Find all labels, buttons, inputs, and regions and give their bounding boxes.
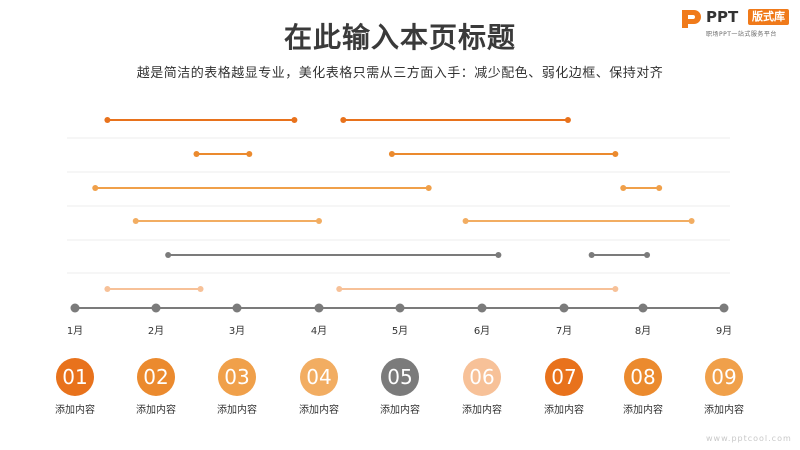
month-label: 7月 — [555, 326, 573, 337]
logo-tagline: 职场PPT一站式服务平台 — [706, 31, 777, 38]
timeline-bar-end-dot — [291, 117, 298, 123]
step-label[interactable]: 添加内容 — [299, 405, 339, 416]
step-number-badge[interactable]: 06 — [463, 358, 501, 396]
timeline-bar-end-dot — [564, 117, 571, 123]
step-number-badge[interactable]: 08 — [624, 358, 662, 396]
timeline-chart — [67, 117, 730, 313]
step-number-badge[interactable]: 09 — [705, 358, 743, 396]
logo-mark-icon — [682, 10, 701, 28]
step-label[interactable]: 添加内容 — [136, 405, 176, 416]
timeline-bar-start-dot — [588, 252, 595, 258]
timeline-bar-end-dot — [425, 185, 432, 191]
month-label: 1月 — [66, 326, 84, 337]
step-number-badge[interactable]: 02 — [137, 358, 175, 396]
step-number-badge[interactable]: 04 — [300, 358, 338, 396]
timeline-bar-start-dot — [193, 151, 200, 157]
timeline-bar-start-dot — [104, 286, 111, 292]
axis-tick-dot — [70, 303, 80, 313]
timeline-bar-end-dot — [316, 218, 322, 224]
timeline-bar-start-dot — [388, 151, 395, 157]
timeline-bar-end-dot — [656, 185, 663, 191]
step-label[interactable]: 添加内容 — [704, 405, 744, 416]
timeline-bar-start-dot — [620, 185, 627, 191]
timeline-bar-start-dot — [336, 286, 343, 292]
step-label[interactable]: 添加内容 — [380, 405, 420, 416]
axis-tick-dot — [477, 303, 487, 313]
month-label: 3月 — [228, 326, 246, 337]
logo-badge: 版式库 — [748, 9, 789, 25]
timeline-bar-end-dot — [612, 151, 619, 157]
timeline-bar-start-dot — [165, 252, 172, 258]
axis-tick-dot — [395, 303, 405, 313]
step-number-badge[interactable]: 05 — [381, 358, 419, 396]
brand-logo[interactable]: PPT 版式库 职场PPT一站式服务平台 — [680, 8, 796, 42]
timeline-bar-start-dot — [92, 185, 99, 191]
timeline-bar-end-dot — [612, 286, 619, 292]
timeline-bar-end-dot — [644, 252, 651, 258]
step-label[interactable]: 添加内容 — [544, 405, 584, 416]
timeline-bar-end-dot — [246, 151, 253, 157]
step-label[interactable]: 添加内容 — [462, 405, 502, 416]
month-label: 9月 — [715, 326, 733, 337]
timeline-bar-end-dot — [495, 252, 502, 258]
axis-tick-dot — [638, 303, 648, 313]
timeline-bar-start-dot — [104, 117, 111, 123]
timeline-bar-end-dot — [197, 286, 204, 292]
month-label: 5月 — [391, 326, 409, 337]
month-label: 8月 — [634, 326, 652, 337]
axis-tick-dot — [314, 303, 324, 313]
axis-tick-dot — [151, 303, 161, 313]
axis-tick-dot — [559, 303, 569, 313]
timeline-bar-end-dot — [688, 218, 695, 224]
page-subtitle: 越是简洁的表格越显专业，美化表格只需从三方面入手：减少配色、弱化边框、保持对齐 — [136, 66, 664, 81]
step-label[interactable]: 添加内容 — [55, 405, 95, 416]
timeline-bar-start-dot — [462, 218, 469, 224]
month-label: 6月 — [473, 326, 491, 337]
month-label: 4月 — [310, 326, 328, 337]
axis-tick-dot — [232, 303, 242, 313]
step-label[interactable]: 添加内容 — [217, 405, 257, 416]
page-title: 在此输入本页标题 — [283, 21, 516, 54]
step-number-badge[interactable]: 07 — [545, 358, 583, 396]
logo-text: PPT — [706, 8, 739, 26]
month-label: 2月 — [147, 326, 165, 337]
timeline-bar-start-dot — [132, 218, 139, 224]
axis-tick-dot — [719, 303, 729, 313]
watermark: www.pptcool.com — [706, 434, 792, 443]
step-label[interactable]: 添加内容 — [623, 405, 663, 416]
step-number-badge[interactable]: 01 — [56, 358, 94, 396]
timeline-bar-start-dot — [340, 117, 347, 123]
step-number-badge[interactable]: 03 — [218, 358, 256, 396]
